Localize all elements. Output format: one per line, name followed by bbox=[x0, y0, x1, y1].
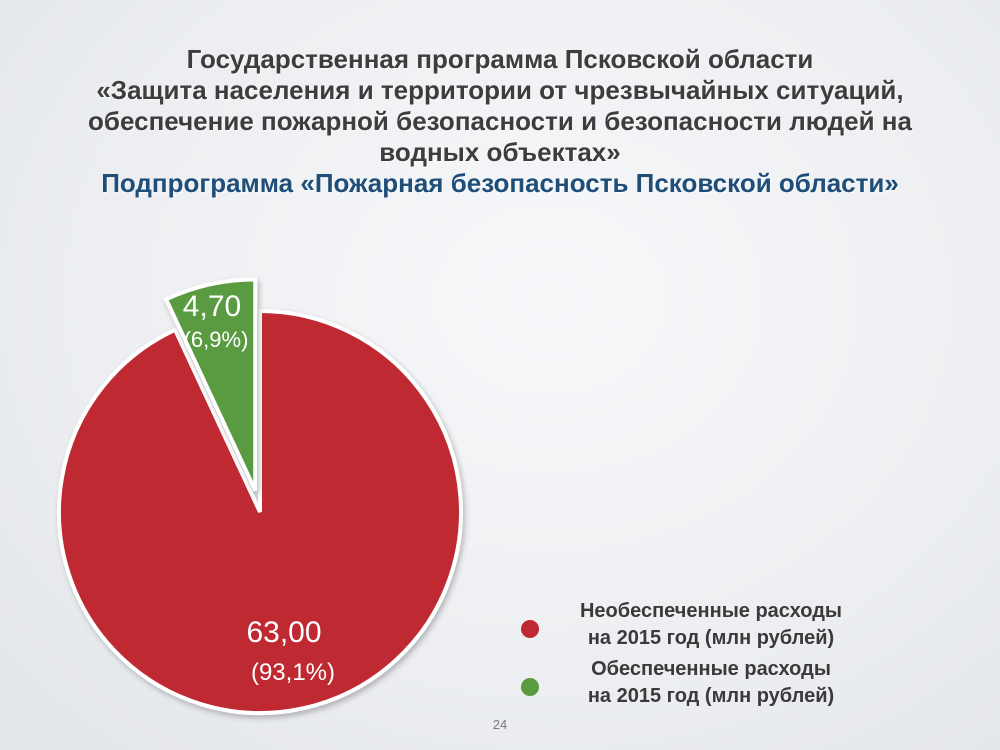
title-line-2: «Защита населения и территории от чрезвы… bbox=[96, 75, 904, 105]
chart-legend: Необеспеченные расходы на 2015 год (млн … bbox=[515, 598, 875, 714]
pie-slice-funded bbox=[163, 277, 258, 492]
legend-label-funded-line2: на 2015 год (млн рублей) bbox=[587, 685, 835, 707]
title-line-1: Государственная программа Псковской обла… bbox=[186, 44, 814, 74]
legend-marker-unfunded bbox=[521, 620, 539, 638]
slide-title-block: Государственная программа Псковской обла… bbox=[0, 44, 1000, 199]
legend-item-unfunded: Необеспеченные расходы на 2015 год (млн … bbox=[515, 598, 875, 652]
title-line-3: обеспечение пожарной безопасности и безо… bbox=[88, 106, 912, 136]
legend-label-unfunded-line2: на 2015 год (млн рублей) bbox=[587, 627, 835, 649]
legend-label-funded-line1: Обеспеченные расходы bbox=[591, 658, 831, 680]
title-line-4: водных объектах» bbox=[379, 137, 621, 167]
data-label-funded-percent: (6,9%) bbox=[184, 327, 249, 352]
data-label-unfunded-value: 63,00 bbox=[246, 616, 321, 649]
pie-slice-unfunded bbox=[57, 308, 463, 715]
page-number: 24 bbox=[492, 717, 508, 732]
legend-label-unfunded-line1: Необеспеченные расходы bbox=[579, 600, 843, 622]
slide-subtitle: Подпрограмма «Пожарная безопасность Пско… bbox=[101, 168, 899, 198]
legend-marker-funded bbox=[521, 678, 539, 696]
legend-item-funded: Обеспеченные расходы на 2015 год (млн ру… bbox=[515, 656, 875, 710]
data-label-funded-value: 4,70 bbox=[183, 290, 241, 323]
data-label-unfunded-percent: (93,1%) bbox=[251, 659, 335, 686]
